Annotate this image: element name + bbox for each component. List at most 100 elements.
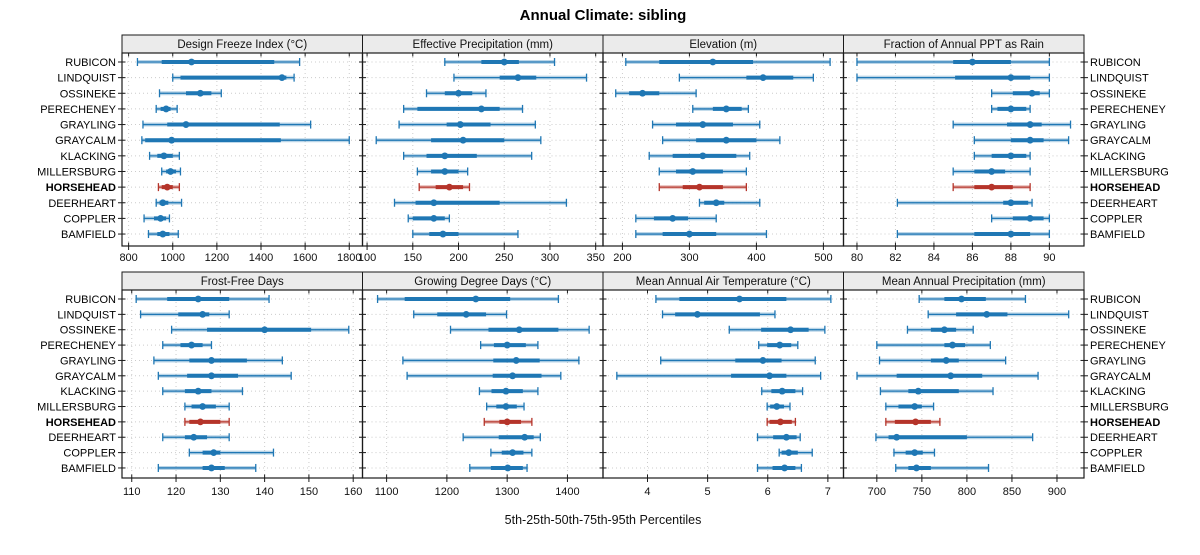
median-dot [500,58,508,66]
percentile-row-lindquist [172,73,295,82]
site-label-left-ossineke: OSSINEKE [60,88,116,100]
percentile-row-horsehead [157,183,181,192]
median-dot [712,199,720,207]
percentile-row-graycalm [973,136,1070,145]
median-dot [912,418,919,426]
axis-tick-label: 800 [958,486,976,498]
site-label-right-coppler: COPPLER [1090,448,1143,460]
site-label-left-graycalm: GRAYCALM [55,135,116,147]
percentile-row-coppler [188,448,275,457]
percentile-row-grayling [952,120,1072,129]
percentile-row-ossineke [728,325,826,334]
site-label-left-lindquist: LINDQUIST [57,309,116,321]
panels-group: RUBICON RUBICON LINDQUIST LINDQUIST OSSINEKE… [37,34,1169,498]
site-label-left-lindquist: LINDQUIST [57,73,116,85]
site-label-right-ossineke: OSSINEKE [1090,88,1146,100]
strip-title-elevation: Elevation (m) [689,39,757,51]
median-dot [766,372,773,380]
percentile-row-bamfield [469,463,528,472]
median-dot [208,372,215,380]
axis-tick-label: 120 [167,486,185,498]
panel-effective-precipitation: Effective Precipitation (mm) 100 150 200 250… [358,34,605,264]
percentile-row-perecheney [403,104,524,113]
median-dot [1007,199,1015,207]
median-dot [911,403,919,410]
median-dot [1007,105,1015,113]
site-label-right-millersburg: MILLERSBURG [1090,402,1169,414]
axis-tick-label: 5 [705,486,711,498]
site-label-right-horsehead: HORSEHEAD [1090,182,1160,194]
percentile-row-klacking [162,387,244,396]
percentile-row-graycalm [141,136,350,145]
percentile-row-deerheart [462,433,541,442]
median-dot [1026,136,1034,144]
percentile-row-klacking [879,387,994,396]
percentile-row-perecheney [758,341,799,350]
axis-tick-label: 250 [495,252,513,264]
percentile-row-bamfield [756,463,803,472]
median-dot [261,326,269,334]
median-dot [1007,74,1015,82]
site-label-right-rubicon: RUBICON [1090,57,1141,69]
panel-growing-degree-days: Growing Degree Days (°C) 1100 1200 1300 1400 [361,271,604,498]
percentile-row-rubicon [444,58,556,66]
median-dot [911,449,919,456]
median-dot [759,74,767,82]
percentile-row-lindquist [139,310,230,319]
panel-border-mean-annual-air-temperature [602,289,845,479]
median-dot [669,215,677,222]
median-dot [167,168,174,175]
site-label-right-deerheart: DEERHEART [1090,432,1158,444]
site-label-right-klacking: KLACKING [1090,386,1146,398]
median-dot [210,449,218,456]
panel-border-mean-annual-precipitation [842,289,1085,479]
percentile-row-graycalm [406,371,562,380]
site-label-left-horsehead: HORSEHEAD [46,182,116,194]
percentile-row-horsehead [766,417,797,426]
median-dot [162,105,170,113]
site-label-right-millersburg: MILLERSBURG [1090,166,1169,178]
axis-tick-label: 4 [644,486,650,498]
median-dot [160,152,168,160]
percentile-row-perecheney [479,341,539,350]
axis-tick-label: 82 [889,252,901,264]
strip-title-mean-annual-precipitation: Mean Annual Precipitation (mm) [882,276,1046,288]
median-dot [441,168,449,175]
site-label-left-millersburg: MILLERSBURG [37,166,116,178]
panel-border-frost-free-days [121,289,364,479]
percentile-row-bamfield [895,463,990,472]
median-dot [940,326,948,334]
percentile-row-millersburg [161,167,182,176]
axis-tick-label: 84 [928,252,940,264]
percentile-row-horsehead [184,417,230,426]
median-dot [188,58,195,66]
axis-tick-label: 160 [344,486,362,498]
axis-tick-label: 86 [966,252,978,264]
median-dot [514,74,522,82]
median-dot [913,464,920,472]
percentile-row-bamfield [412,230,519,239]
axis-tick-label: 90 [1043,252,1055,264]
percentile-row-horsehead [658,183,748,192]
axis-tick-label: 80 [851,252,863,264]
site-label-right-deerheart: DEERHEART [1090,198,1158,210]
median-dot [778,387,786,395]
median-dot [190,433,198,441]
percentile-row-grayling [142,120,312,129]
percentile-row-grayling [398,120,536,129]
axis-tick-label: 88 [1005,252,1017,264]
site-label-left-deerheart: DEERHEART [48,198,116,210]
panel-mean-annual-precipitation: Mean Annual Precipitation (mm) 700 750 800 8… [842,271,1085,498]
median-dot [462,310,470,318]
median-dot [689,168,697,175]
median-dot [693,310,701,318]
site-label-left-perecheney: PERECHENEY [40,104,116,116]
site-label-left-ossineke: OSSINEKE [60,325,116,337]
site-label-left-klacking: KLACKING [60,386,116,398]
axis-tick-label: 1600 [293,252,317,264]
axis-tick-label: 1400 [249,252,273,264]
median-dot [445,183,453,191]
percentile-row-perecheney [162,341,213,350]
site-label-right-horsehead: HORSEHEAD [1090,417,1160,429]
